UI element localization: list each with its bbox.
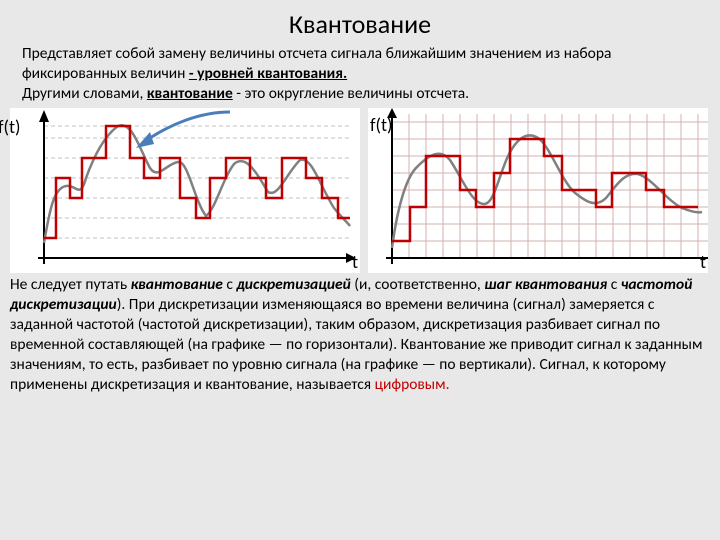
body-paragraph: Не следует путать квантование с дискрети… bbox=[0, 273, 720, 394]
axis-label-ft-right: f(t) bbox=[370, 114, 392, 136]
axis-label-ft-left: f(t) bbox=[0, 116, 20, 138]
chart-left: f(t) t bbox=[10, 108, 360, 273]
body-t4: с bbox=[607, 275, 621, 294]
axis-label-t-left: t bbox=[352, 251, 358, 273]
body-digital: цифровым. bbox=[375, 375, 450, 394]
intro-text-2: Другими словами, bbox=[22, 84, 147, 103]
charts-row: f(t) t f(t) t bbox=[0, 108, 720, 273]
body-disc: дискретизацией bbox=[236, 275, 350, 294]
body-t2: с bbox=[223, 275, 237, 294]
intro-text-3: - это округление величины отсчета. bbox=[233, 84, 469, 103]
intro-paragraph: Представляет собой замену величины отсче… bbox=[0, 44, 720, 106]
intro-bold-2: квантование bbox=[147, 84, 233, 103]
intro-bold-1: - уровней квантования. bbox=[189, 64, 347, 83]
body-shag: шаг квантования bbox=[484, 275, 607, 294]
page-title: Квантование bbox=[0, 0, 720, 44]
body-t3: (и, соответственно, bbox=[351, 275, 485, 294]
axis-label-t-right: t bbox=[700, 251, 706, 273]
body-t1: Не следует путать bbox=[10, 275, 131, 294]
chart-right: f(t) t bbox=[368, 108, 708, 273]
body-kv: квантование bbox=[131, 275, 223, 294]
